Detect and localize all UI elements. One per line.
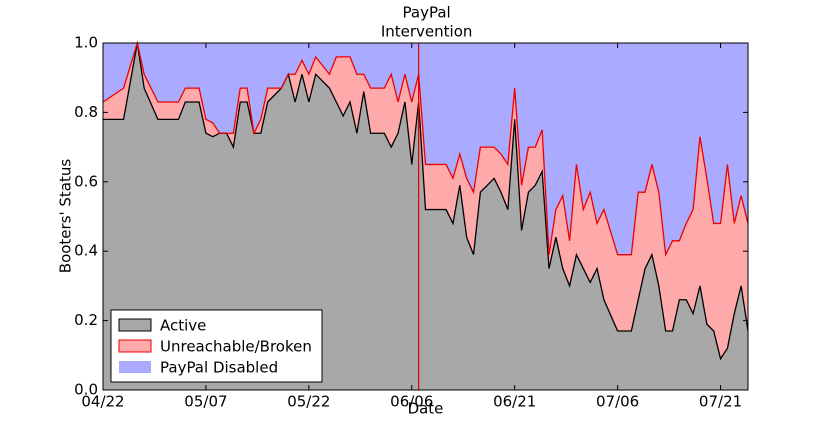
plot-frame: [102, 42, 749, 391]
legend-swatch: [118, 318, 152, 332]
x-tick-label: 07/06: [596, 393, 639, 411]
area: [103, 43, 748, 390]
area-edge: [102, 40, 749, 257]
y-axis-label: Booters' Status: [57, 159, 75, 274]
y-tick-label: 0.4: [74, 242, 98, 260]
x-tick-label: 07/21: [699, 393, 742, 411]
legend-label: Active: [160, 317, 206, 335]
x-tick-label: 06/06: [390, 393, 433, 411]
area: [103, 43, 748, 255]
y-tick-label: 0.0: [74, 381, 98, 399]
legend-swatch: [118, 339, 152, 353]
y-tick-label: 0.8: [74, 103, 98, 121]
area-edge: [103, 42, 749, 361]
legend-label: PayPal Disabled: [160, 359, 278, 377]
annotation-text: PayPal: [403, 4, 451, 22]
x-tick-label: 06/21: [493, 393, 536, 411]
legend-swatch: [119, 361, 151, 373]
y-tick-label: 1.0: [74, 34, 98, 52]
x-tick-label: 05/07: [184, 393, 227, 411]
x-axis-label: Date: [408, 400, 444, 418]
annotation-text: Intervention: [381, 23, 473, 41]
y-tick-label: 0.6: [74, 172, 98, 190]
x-tick-label: 04/22: [81, 393, 124, 411]
y-tick-label: 0.2: [74, 311, 98, 329]
legend-label: Unreachable/Broken: [160, 338, 312, 356]
x-tick-label: 05/22: [287, 393, 330, 411]
